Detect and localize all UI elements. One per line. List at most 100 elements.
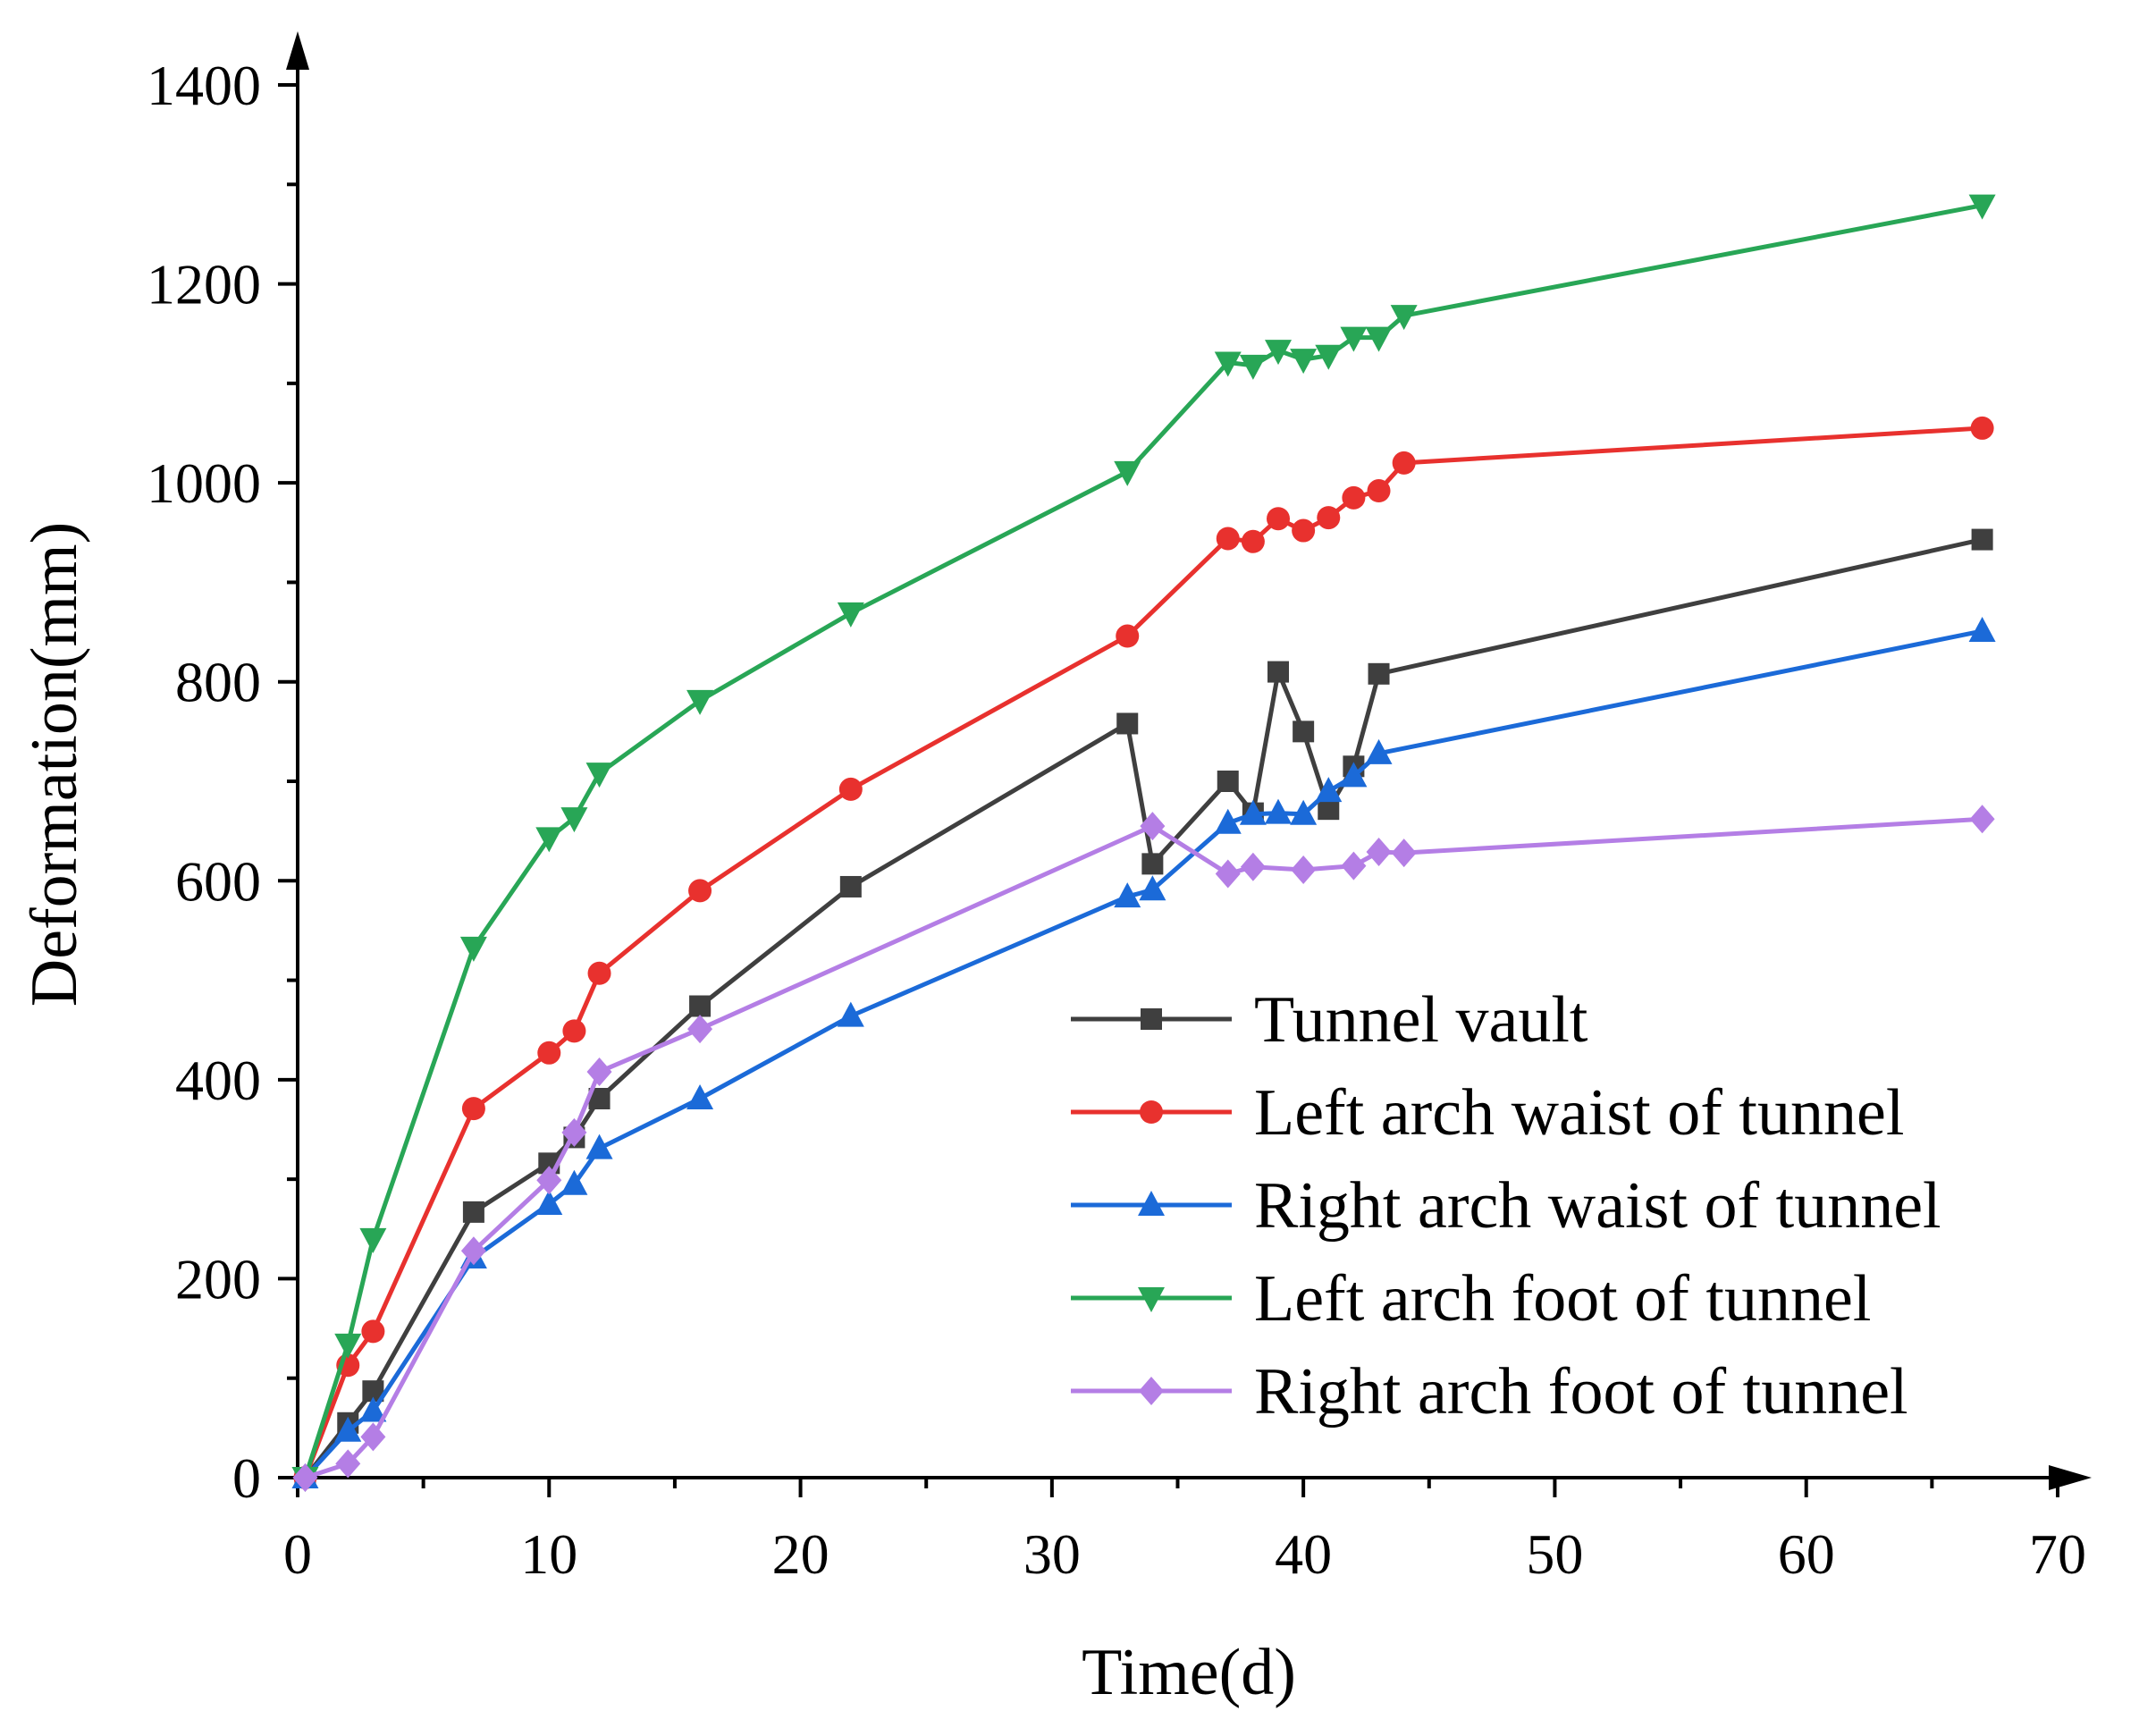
data-point (335, 1449, 361, 1479)
data-point (1340, 326, 1368, 352)
legend-label: Right arch foot of tunnel (1254, 1355, 1908, 1428)
x-tick-label: 20 (772, 1522, 829, 1586)
data-point (460, 1236, 486, 1266)
data-point (1365, 326, 1393, 352)
data-point (1267, 661, 1290, 683)
data-point (1318, 798, 1340, 821)
data-point (461, 1097, 485, 1121)
data-point (334, 1333, 362, 1359)
data-point (1366, 838, 1392, 867)
data-point (1317, 506, 1341, 530)
data-point (560, 807, 588, 833)
legend-item: Left arch foot of tunnel (1071, 1262, 1871, 1336)
y-axis-title: Deformation(mm) (18, 522, 91, 1007)
x-tick-label: 60 (1778, 1522, 1835, 1586)
data-point (1265, 798, 1293, 824)
data-point (1116, 624, 1140, 648)
data-point (560, 1169, 588, 1195)
data-point (1116, 712, 1139, 735)
data-point (1139, 875, 1166, 901)
x-tick-label: 10 (520, 1522, 577, 1586)
data-point (1267, 507, 1291, 531)
data-point (1968, 616, 1996, 642)
data-point (1114, 882, 1141, 908)
data-point (689, 995, 712, 1017)
data-point (361, 1319, 385, 1344)
x-tick-label: 30 (1023, 1522, 1081, 1586)
ticks (278, 83, 2059, 1497)
series-line (304, 816, 1983, 1480)
legend-marker (1139, 1377, 1164, 1405)
data-point (585, 763, 613, 788)
data-point (1970, 416, 1994, 440)
data-point (359, 1396, 387, 1422)
data-point (334, 1416, 362, 1442)
legend-label: Right arch waist of tunnel (1254, 1169, 1941, 1243)
data-point (1969, 805, 1995, 834)
y-tick-label: 1200 (147, 253, 261, 316)
legend-label: Left arch waist of tunnel (1254, 1076, 1904, 1150)
x-tick-label: 40 (1275, 1522, 1332, 1586)
x-axis-arrow (2049, 1465, 2092, 1490)
data-point (1214, 808, 1242, 834)
data-point (686, 1084, 714, 1110)
data-point (1291, 855, 1317, 885)
data-point (1315, 344, 1343, 370)
y-tick-label: 400 (175, 1049, 261, 1112)
data-point (1217, 771, 1239, 792)
data-point (1292, 518, 1316, 543)
data-point (1240, 852, 1266, 881)
data-point (459, 936, 487, 962)
data-point (537, 1041, 561, 1065)
tick-labels: 0 10 20 30 40 50 60 70 0 200 400 600 800 1000 1200 1400 (147, 54, 2086, 1586)
data-point (1365, 738, 1393, 764)
y-tick-label: 0 (232, 1446, 261, 1510)
legend-item: Right arch foot of tunnel (1071, 1355, 1908, 1428)
data-point (1368, 662, 1390, 685)
legend: Tunnel vault Left arch waist of tunnel Rig… (1071, 983, 1941, 1428)
data-point (1239, 799, 1267, 825)
legend-label: Left arch foot of tunnel (1254, 1262, 1871, 1336)
data-point (1340, 762, 1368, 788)
data-point (1315, 777, 1343, 803)
series-layer (291, 194, 1996, 1492)
data-point (1141, 853, 1164, 875)
data-point (688, 879, 712, 903)
data-point (1391, 839, 1417, 868)
series-left-arch-foot-of-tunnel (291, 194, 1996, 1492)
data-point (535, 827, 563, 853)
data-point (837, 602, 864, 628)
y-tick-label: 1000 (147, 451, 261, 515)
data-point (1140, 812, 1166, 841)
data-point (1215, 859, 1241, 889)
data-point (1971, 528, 1993, 551)
data-point (360, 1422, 386, 1452)
data-point (837, 1001, 864, 1027)
data-point (1390, 305, 1418, 331)
data-point (1214, 351, 1242, 377)
data-point (562, 1019, 586, 1043)
legend-label: Tunnel vault (1254, 983, 1588, 1057)
data-point (1290, 799, 1318, 825)
legend-item: Tunnel vault (1071, 983, 1588, 1057)
data-point (536, 1166, 562, 1195)
data-point (1241, 529, 1265, 553)
data-point (839, 875, 862, 897)
data-point (1216, 527, 1240, 551)
data-point (462, 1201, 484, 1223)
data-point (561, 1117, 587, 1147)
x-tick-label: 0 (283, 1522, 312, 1586)
data-point (1293, 721, 1315, 743)
x-axis-title: Time(d) (1082, 1636, 1296, 1709)
data-point (1342, 485, 1366, 510)
data-point (586, 1057, 612, 1086)
y-axis-arrow (286, 31, 309, 70)
legend-item: Right arch waist of tunnel (1071, 1169, 1941, 1243)
data-point (587, 961, 611, 985)
y-tick-label: 1400 (147, 54, 261, 117)
data-point (838, 777, 863, 801)
y-tick-label: 200 (175, 1247, 261, 1310)
legend-marker (1141, 1008, 1162, 1030)
data-point (1392, 451, 1416, 475)
